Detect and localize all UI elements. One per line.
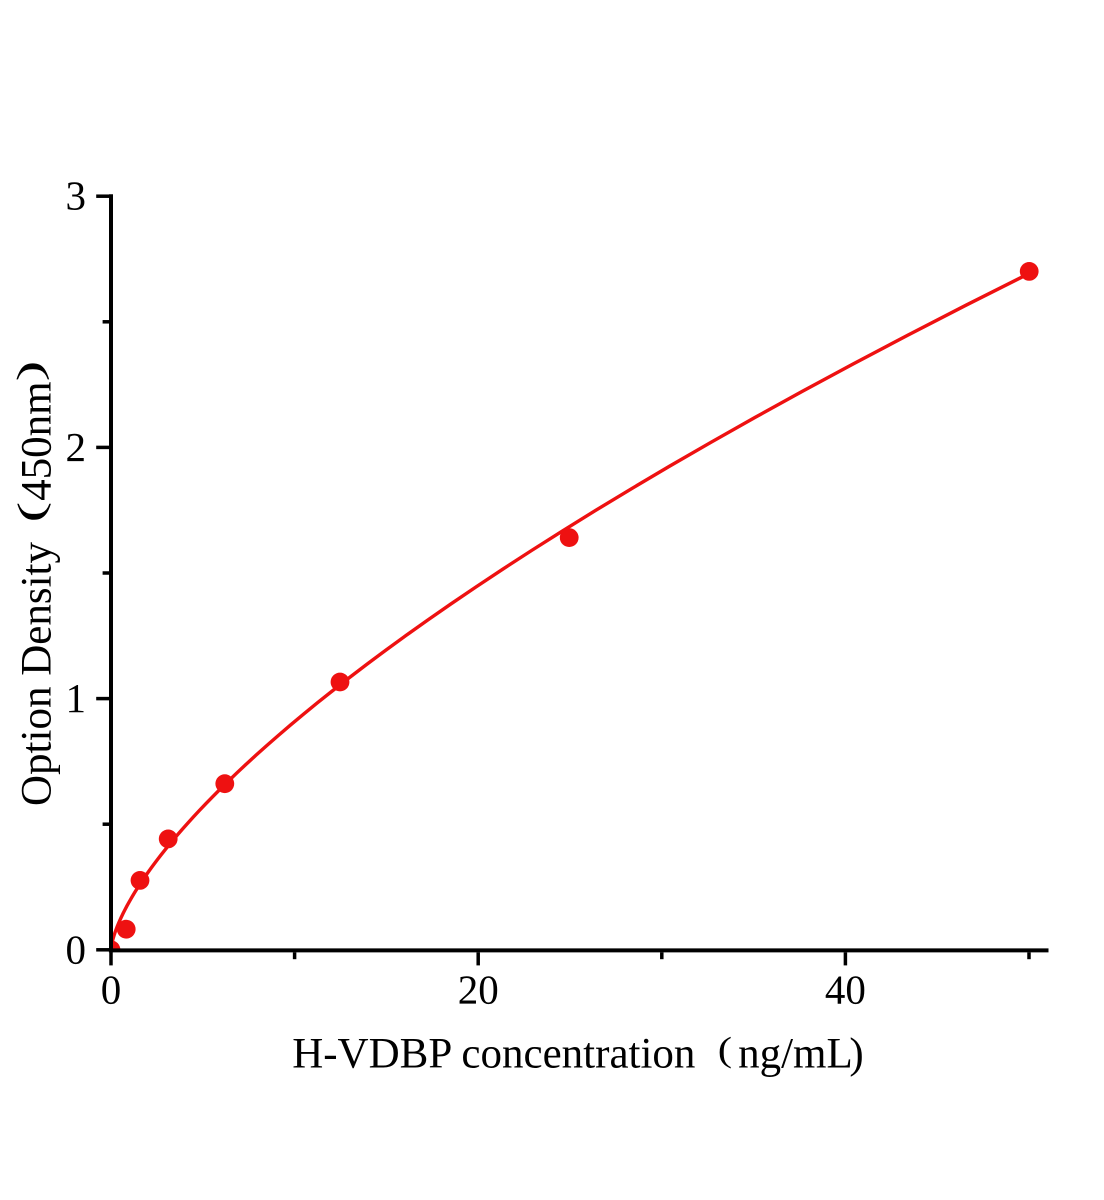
svg-text:0: 0 [101,967,122,1013]
svg-text:): ) [10,361,50,382]
svg-text:3: 3 [66,173,87,219]
svg-text:(: ( [10,502,51,523]
svg-text:): ) [849,1031,863,1078]
svg-text:1: 1 [66,675,87,721]
svg-text:ng/mL: ng/mL [738,1031,853,1078]
svg-text:40: 40 [825,967,866,1013]
svg-text:H-VDBP concentration: H-VDBP concentration [292,1031,695,1078]
svg-text:0: 0 [66,926,87,972]
svg-text:20: 20 [458,967,499,1013]
svg-text:450nm: 450nm [14,381,61,500]
svg-text:2: 2 [66,424,87,470]
svg-text:(: ( [718,1031,732,1069]
svg-text:Option Density: Option Density [14,542,61,806]
